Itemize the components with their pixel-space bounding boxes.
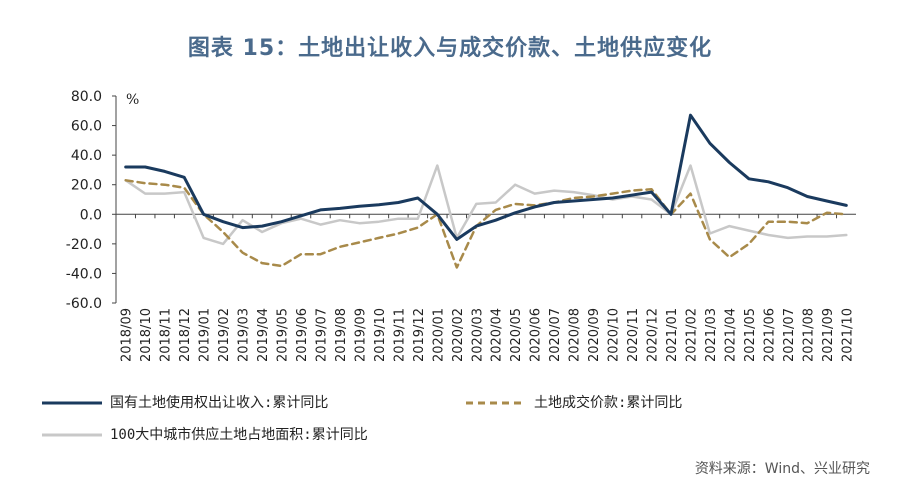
y-tick-label: -60.0 [66,296,102,312]
x-tick-label: 2019/06 [295,308,310,362]
x-tick-label: 2018/09 [120,308,135,362]
legend-label: 国有土地使用权出让收入:累计同比 [110,395,329,411]
x-tick-label: 2020/10 [607,308,622,362]
x-tick-label: 2019/01 [198,308,213,362]
x-tick-label: 2020/05 [509,308,524,362]
x-tick-label: 2020/07 [548,308,563,362]
legend-item-land-supply-area: 100大中城市供应土地占地面积:累计同比 [42,424,368,444]
x-tick-label: 2019/09 [353,308,368,362]
x-tick-label: 2021/01 [665,308,680,362]
x-tick-label: 2019/02 [217,308,232,362]
legend-item-land-transfer-income: 国有土地使用权出让收入:累计同比 [42,392,328,412]
y-tick-label: 60.0 [71,119,102,135]
chart-title: 图表 15：土地出让收入与成交价款、土地供应变化 [187,36,713,61]
series-line-1 [124,179,848,269]
x-tick-label: 2021/05 [743,308,758,362]
x-tick-label: 2019/03 [237,308,252,362]
x-tick-label: 2020/12 [646,308,661,362]
x-tick-label: 2019/05 [276,308,291,362]
x-tick-label: 2019/12 [412,308,427,362]
y-axis-unit-label: % [126,92,139,108]
x-tick-label: 2020/11 [626,308,641,362]
series-line-2 [124,164,848,246]
x-tick-label: 2021/03 [704,308,719,362]
legend-label: 土地成交价款:累计同比 [534,395,683,411]
x-tick-label: 2021/09 [821,308,836,362]
series-line-0 [124,113,848,241]
y-tick-label: 20.0 [71,178,102,194]
y-tick-label: -20.0 [66,237,102,253]
x-tick-label: 2021/02 [684,308,699,362]
y-tick-label: 40.0 [71,148,102,164]
x-tick-label: 2021/08 [801,308,816,362]
x-tick-label: 2019/10 [373,308,388,362]
x-tick-label: 2019/07 [314,308,329,362]
source-note: 资料来源：Wind、兴业研究 [694,461,870,477]
x-tick-label: 2020/04 [490,308,505,362]
x-tick-label: 2019/08 [334,308,349,362]
x-tick-label: 2021/06 [762,308,777,362]
x-tick-label: 2018/12 [178,308,193,362]
legend-label: 100大中城市供应土地占地面积:累计同比 [110,427,368,443]
y-tick-label: 80.0 [71,89,102,105]
x-tick-label: 2021/04 [723,308,738,362]
x-tick-label: 2021/10 [840,308,855,362]
y-tick-label: -40.0 [66,266,102,282]
x-tick-label: 2020/03 [470,308,485,362]
x-tick-label: 2020/01 [431,308,446,362]
legend-swatch-solid-gray [42,433,102,437]
legend-swatch-dashed-gold [466,401,526,405]
x-tick-label: 2020/08 [568,308,583,362]
y-tick-label: 0.0 [80,207,102,223]
x-tick-label: 2019/04 [256,308,271,362]
x-tick-label: 2020/02 [451,308,466,362]
x-tick-label: 2018/11 [159,308,174,362]
x-tick-label: 2019/11 [392,308,407,362]
legend-item-land-transaction-price: 土地成交价款:累计同比 [466,392,682,412]
x-tick-label: 2018/10 [139,308,154,362]
x-tick-label: 2020/09 [587,308,602,362]
x-tick-label: 2020/06 [529,308,544,362]
x-tick-label: 2021/07 [782,308,797,362]
legend-swatch-solid-navy [42,401,102,405]
